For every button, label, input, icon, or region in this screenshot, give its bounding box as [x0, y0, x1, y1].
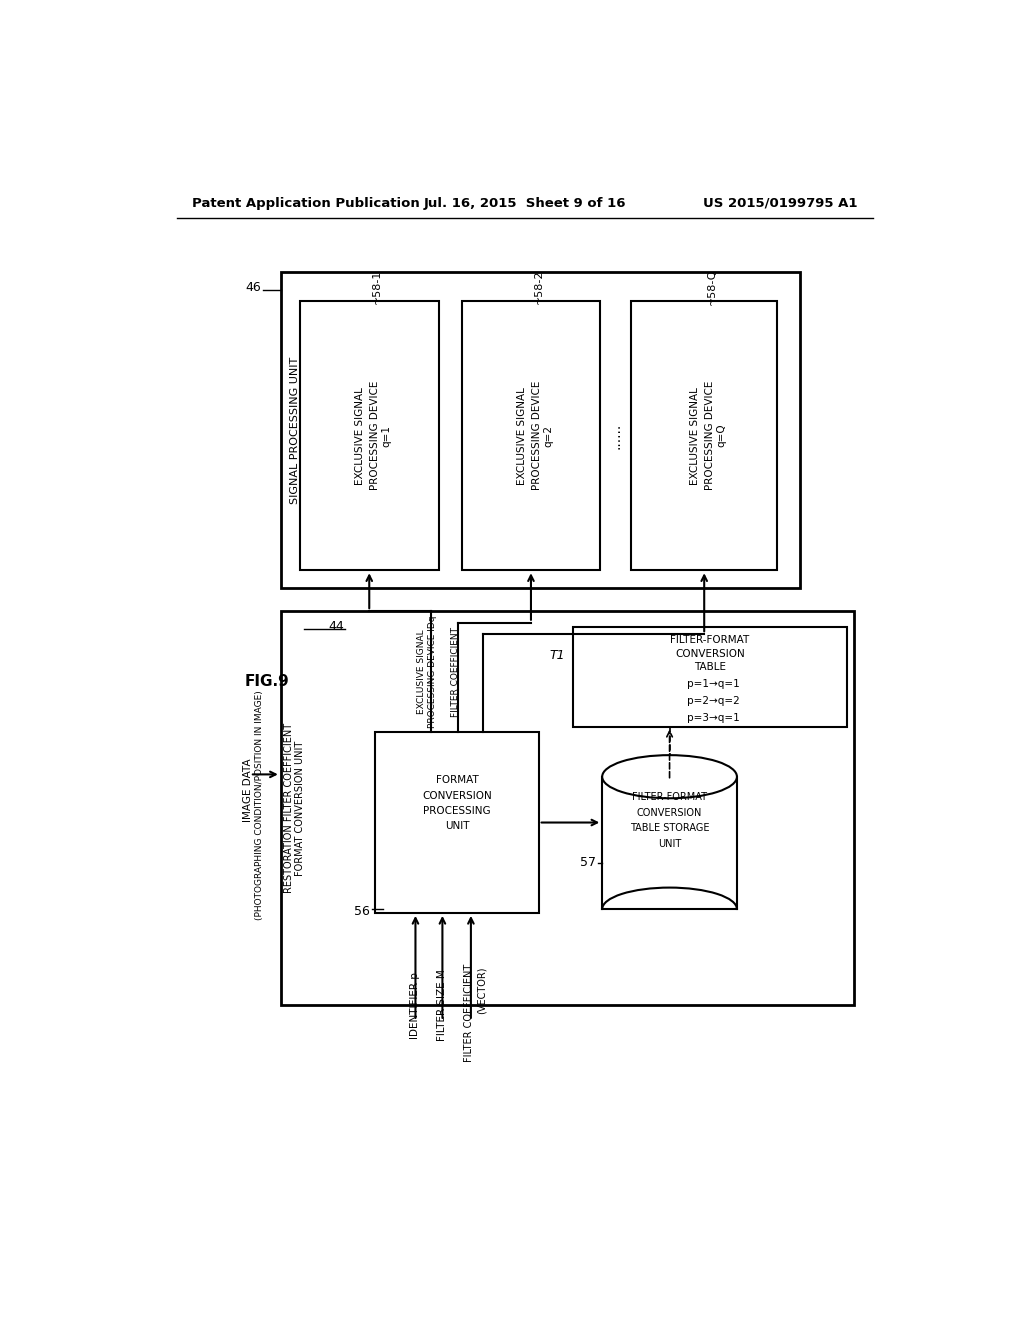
Text: CONVERSION: CONVERSION — [675, 648, 744, 659]
Text: ~58-1: ~58-1 — [372, 269, 382, 304]
Text: p=3→q=1: p=3→q=1 — [687, 713, 739, 723]
Text: q=1: q=1 — [381, 425, 391, 446]
Text: TABLE: TABLE — [694, 663, 726, 672]
Text: ~58-Q: ~58-Q — [707, 269, 717, 305]
Text: PROCESSING DEVICE: PROCESSING DEVICE — [706, 381, 716, 490]
Text: FILTER COEFFICIENT: FILTER COEFFICIENT — [464, 964, 474, 1063]
Bar — [631, 301, 777, 570]
Text: UNIT: UNIT — [444, 821, 469, 832]
Text: 46: 46 — [246, 281, 261, 294]
Bar — [281, 611, 854, 1006]
Text: UNIT: UNIT — [658, 838, 681, 849]
Bar — [300, 301, 438, 570]
Text: Patent Application Publication: Patent Application Publication — [193, 197, 420, 210]
Text: EXCLUSIVE SIGNAL: EXCLUSIVE SIGNAL — [355, 387, 365, 484]
Text: 44: 44 — [328, 620, 344, 634]
Text: FILTER COEFFICIENT: FILTER COEFFICIENT — [451, 627, 460, 717]
Text: RESTORATION FILTER COEFFICIENT
FORMAT CONVERSION UNIT: RESTORATION FILTER COEFFICIENT FORMAT CO… — [284, 723, 305, 894]
Text: EXCLUSIVE SIGNAL
PROCESSING DEVICE IDq: EXCLUSIVE SIGNAL PROCESSING DEVICE IDq — [418, 615, 436, 727]
Text: 56: 56 — [354, 906, 370, 917]
Text: FILTER-FORMAT: FILTER-FORMAT — [632, 792, 707, 803]
Text: PROCESSING DEVICE: PROCESSING DEVICE — [532, 381, 542, 490]
Text: Jul. 16, 2015  Sheet 9 of 16: Jul. 16, 2015 Sheet 9 of 16 — [424, 197, 626, 210]
Text: US 2015/0199795 A1: US 2015/0199795 A1 — [702, 197, 857, 210]
Text: ......: ...... — [608, 422, 623, 449]
Bar — [281, 272, 801, 589]
Text: q=Q: q=Q — [716, 424, 726, 447]
Text: (VECTOR): (VECTOR) — [477, 966, 486, 1014]
Text: EXCLUSIVE SIGNAL: EXCLUSIVE SIGNAL — [690, 387, 700, 484]
Text: EXCLUSIVE SIGNAL: EXCLUSIVE SIGNAL — [517, 387, 526, 484]
Text: IDENTIFIER p: IDENTIFIER p — [411, 972, 421, 1039]
Bar — [462, 301, 600, 570]
Text: SIGNAL PROCESSING UNIT: SIGNAL PROCESSING UNIT — [290, 356, 300, 504]
Text: FILTER SIZE M: FILTER SIZE M — [437, 969, 447, 1041]
Text: FILTER-FORMAT: FILTER-FORMAT — [671, 635, 750, 644]
Text: CONVERSION: CONVERSION — [422, 791, 492, 800]
Text: CONVERSION: CONVERSION — [637, 808, 702, 818]
Bar — [376, 733, 539, 913]
Text: (PHOTOGRAPHING CONDITION/POSITION IN IMAGE): (PHOTOGRAPHING CONDITION/POSITION IN IMA… — [255, 690, 264, 920]
Text: p=1→q=1: p=1→q=1 — [687, 680, 739, 689]
Text: 57: 57 — [580, 857, 596, 870]
Text: FORMAT: FORMAT — [435, 775, 478, 785]
Bar — [573, 627, 847, 726]
Text: TABLE STORAGE: TABLE STORAGE — [630, 824, 710, 833]
Text: ~58-2: ~58-2 — [534, 269, 544, 304]
Text: FIG.9: FIG.9 — [245, 675, 289, 689]
Text: p=2→q=2: p=2→q=2 — [687, 696, 739, 706]
Text: q=2: q=2 — [543, 425, 553, 446]
Text: T1: T1 — [549, 648, 565, 661]
Text: PROCESSING: PROCESSING — [423, 807, 490, 816]
Text: PROCESSING DEVICE: PROCESSING DEVICE — [371, 381, 381, 490]
Text: IMAGE DATA: IMAGE DATA — [243, 758, 253, 821]
Ellipse shape — [602, 755, 737, 799]
